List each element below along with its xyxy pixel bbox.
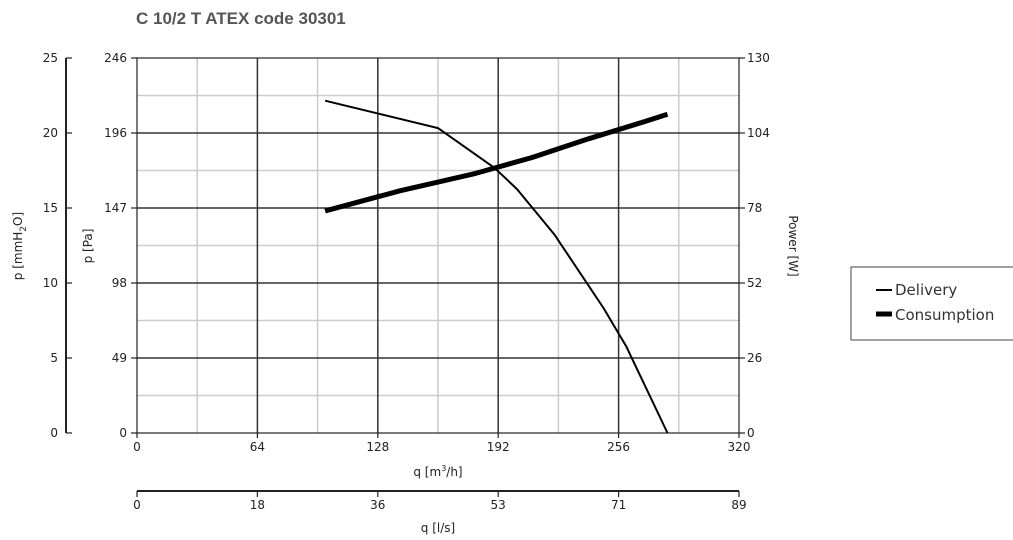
y-left-outer-label: p [mmH2O]	[11, 212, 29, 280]
x2-tick-label: 18	[250, 498, 265, 512]
x-tick-label: 192	[487, 440, 510, 454]
y-right-ticks: 0 26 52 78 104 130	[739, 51, 770, 440]
y-left-outer-tick-label: 20	[43, 126, 58, 140]
x-ticks: 0 64 128 192 256 320	[133, 433, 750, 454]
y-right-tick-label: 104	[747, 126, 770, 140]
y-right-tick-label: 0	[747, 426, 755, 440]
y-left-inner-tick-label: 147	[104, 201, 127, 215]
y-left-outer-tick-label: 5	[50, 351, 58, 365]
x2-tick-label: 89	[731, 498, 746, 512]
legend-label-delivery: Delivery	[895, 281, 957, 299]
y-right-tick-label: 26	[747, 351, 762, 365]
legend: Delivery Consumption	[850, 266, 1013, 341]
y-right-tick-label: 130	[747, 51, 770, 65]
x-tick-label: 128	[366, 440, 389, 454]
legend-label-consumption: Consumption	[895, 306, 994, 324]
x2-tick-label: 71	[611, 498, 626, 512]
x2-ticks: 0 18 36 53 71 89	[133, 491, 747, 512]
y-right-label: Power [W]	[786, 215, 800, 276]
x-axis-label: q [m3/h]	[413, 464, 462, 479]
y-left-outer-tick-label: 15	[43, 201, 58, 215]
x2-tick-label: 53	[491, 498, 506, 512]
plot-frame	[136, 57, 740, 434]
y-left-inner-tick-label: 49	[112, 351, 127, 365]
x-tick-label: 256	[607, 440, 630, 454]
y-left-inner-tick-label: 246	[104, 51, 127, 65]
x2-tick-label: 0	[133, 498, 141, 512]
y-left-inner-tick-label: 196	[104, 126, 127, 140]
legend-box	[850, 266, 1013, 341]
y-left-inner-tick-label: 98	[112, 276, 127, 290]
x-tick-label: 320	[728, 440, 751, 454]
series-line-consumption	[324, 111, 669, 214]
series-line-delivery	[324, 99, 669, 434]
y-left-inner-tick-label: 0	[119, 426, 127, 440]
series-group	[324, 99, 669, 434]
y-right-tick-label: 78	[747, 201, 762, 215]
grid	[137, 58, 739, 433]
y-left-outer-tick-label: 0	[50, 426, 58, 440]
y-left-outer-tick-label: 25	[43, 51, 58, 65]
y-left-inner-label: p [Pa]	[81, 229, 95, 264]
x-tick-label: 64	[250, 440, 265, 454]
y-left-inner-ticks: 0 49 98 147 196 246	[104, 51, 137, 440]
x2-tick-label: 36	[370, 498, 385, 512]
y-right-tick-label: 52	[747, 276, 762, 290]
x2-axis-label: q [l/s]	[421, 521, 455, 535]
y-left-outer-tick-label: 10	[43, 276, 58, 290]
x-tick-label: 0	[133, 440, 141, 454]
chart-title: C 10/2 T ATEX code 30301	[136, 9, 346, 28]
y-left-outer-ticks: 0 5 10 15 20 25	[43, 51, 72, 440]
